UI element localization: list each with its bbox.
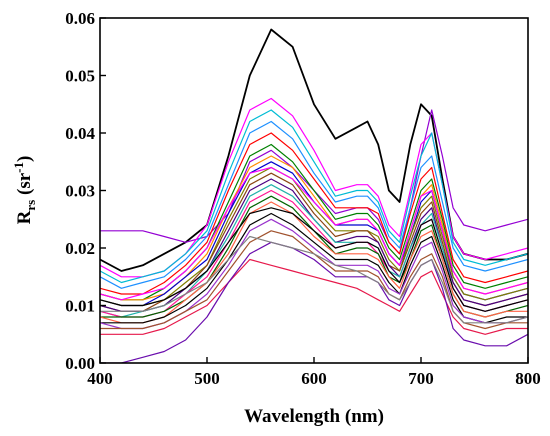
- series-line-17: [100, 212, 528, 324]
- x-tick-label: 600: [301, 369, 327, 388]
- x-tick-label: 800: [515, 369, 541, 388]
- series-line-6: [100, 132, 528, 295]
- x-tick-label: 500: [194, 369, 220, 388]
- y-tick-label: 0.05: [65, 67, 95, 86]
- series-line-18: [100, 218, 528, 330]
- y-tick-label: 0.00: [65, 354, 95, 373]
- series-line-22: [100, 235, 528, 324]
- series-line-24: [100, 166, 528, 301]
- plot-frame: [99, 17, 529, 364]
- x-tick-label: 700: [408, 369, 434, 388]
- series-line-8: [100, 155, 528, 301]
- y-tick-label: 0.06: [65, 9, 95, 28]
- series-line-5: [100, 120, 528, 289]
- x-tick-label: 400: [87, 369, 113, 388]
- series-line-23: [100, 207, 528, 312]
- series-line-12: [100, 178, 528, 312]
- y-axis-label: Rrs (sr-1): [11, 156, 38, 225]
- series-line-13: [100, 184, 528, 318]
- series-line-4: [100, 109, 528, 284]
- series-line-2: [100, 109, 528, 255]
- series-line-19: [100, 230, 528, 330]
- y-tick-label: 0.02: [65, 239, 95, 258]
- series-lines: [100, 28, 528, 363]
- x-axis-label: Wavelength (nm): [244, 406, 384, 427]
- y-tick-label: 0.04: [65, 124, 95, 143]
- series-line-21: [100, 241, 528, 363]
- y-tick-label: 0.03: [65, 182, 95, 201]
- series-line-16: [100, 201, 528, 324]
- y-tick-label: 0.01: [65, 297, 95, 316]
- series-line-3: [100, 97, 528, 278]
- series-line-20: [100, 258, 528, 335]
- series-line-9: [100, 161, 528, 307]
